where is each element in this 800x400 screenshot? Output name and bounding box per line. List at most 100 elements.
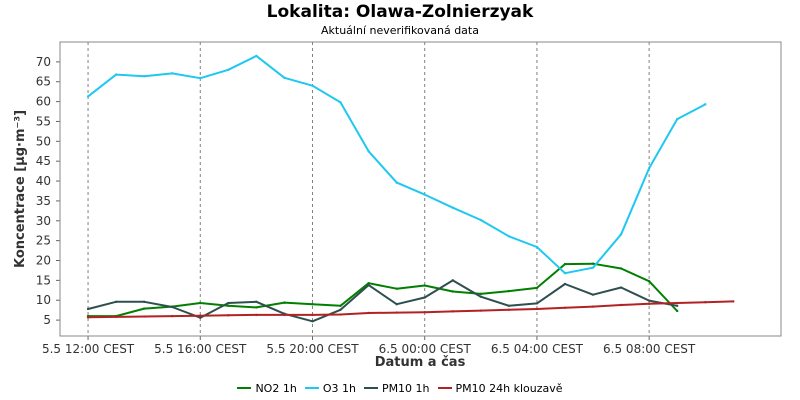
- plot-frame: [59, 41, 782, 337]
- data-point: [255, 306, 258, 309]
- series-group: [86, 279, 679, 323]
- data-point: [535, 307, 539, 311]
- legend-item: NO2 1h: [237, 382, 297, 395]
- data-point: [142, 300, 146, 304]
- data-point: [227, 301, 230, 305]
- data-point: [114, 300, 118, 304]
- legend-swatch: [237, 387, 252, 389]
- data-point: [563, 306, 567, 309]
- data-point: [171, 72, 174, 75]
- data-point: [535, 302, 539, 305]
- data-point: [199, 301, 202, 305]
- x-tick-label: 5.5 20:00 CEST: [266, 342, 359, 356]
- data-point: [647, 279, 651, 283]
- data-point: [86, 307, 90, 311]
- data-point: [535, 245, 539, 249]
- data-point: [423, 296, 426, 299]
- x-tick-label: 5.5 16:00 CEST: [154, 342, 247, 356]
- data-point: [704, 301, 707, 304]
- y-tick-label: 50: [36, 134, 51, 148]
- y-tick-label: 40: [36, 174, 51, 188]
- data-point: [479, 218, 483, 222]
- data-point: [339, 101, 342, 104]
- data-point: [227, 304, 230, 308]
- line-chart: 5 10 15 20 25 30 35 40 45 50 55 60 65 70 5.5 12:00 CE…: [13, 41, 782, 370]
- data-point: [591, 305, 595, 308]
- data-point: [507, 308, 511, 311]
- data-point: [199, 314, 202, 317]
- data-point: [507, 289, 511, 293]
- y-tick-label: 5: [43, 313, 51, 327]
- legend-swatch: [304, 387, 319, 389]
- data-point: [451, 290, 454, 293]
- data-point: [507, 235, 511, 238]
- data-point: [227, 68, 230, 72]
- data-point: [171, 305, 174, 309]
- y-tick-label: 60: [36, 95, 51, 109]
- data-point: [423, 310, 426, 314]
- data-point: [142, 74, 146, 78]
- data-point: [647, 167, 651, 170]
- data-point: [86, 95, 90, 98]
- series-line: [87, 279, 678, 323]
- series-group: [86, 262, 679, 318]
- y-tick-label: 15: [36, 273, 51, 287]
- data-point: [367, 150, 370, 153]
- data-point: [283, 301, 286, 304]
- data-point: [283, 76, 286, 79]
- y-axis-ticks: 5 10 15 20 25 30 35 40 45 50 55 60 65 70: [36, 55, 60, 327]
- legend-item: O3 1h: [304, 382, 356, 395]
- y-tick-label: 25: [36, 234, 51, 248]
- data-point: [479, 292, 483, 296]
- legend-label: NO2 1h: [255, 382, 297, 395]
- series-group: [86, 54, 707, 275]
- data-point: [114, 315, 118, 319]
- grid: [87, 42, 650, 336]
- data-point: [395, 311, 398, 314]
- data-point: [675, 301, 679, 305]
- data-point: [395, 181, 398, 184]
- data-point: [255, 54, 258, 58]
- data-point: [255, 300, 258, 304]
- series-line: [87, 54, 706, 275]
- series-line: [88, 300, 734, 319]
- data-point: [339, 308, 342, 311]
- y-tick-label: 35: [36, 194, 51, 208]
- data-point: [563, 272, 567, 275]
- x-axis-label: Datum a čas: [375, 355, 466, 370]
- legend: NO2 1h O3 1h PM10 1h PM10 24h klouzavě: [0, 382, 800, 395]
- series-group: [86, 300, 735, 319]
- data-point: [423, 284, 426, 287]
- legend-swatch: [437, 387, 452, 389]
- data-point: [86, 316, 90, 319]
- data-point: [367, 311, 370, 315]
- data-point: [451, 279, 454, 282]
- chart-subtitle: Aktuální neverifikovaná data: [321, 24, 479, 37]
- data-point: [311, 303, 314, 306]
- data-point: [311, 320, 314, 323]
- data-point: [451, 310, 454, 313]
- data-point: [619, 303, 623, 307]
- y-tick-label: 45: [36, 154, 51, 168]
- data-point: [142, 307, 146, 310]
- data-point: [199, 316, 202, 319]
- data-point: [675, 309, 679, 313]
- data-point: [619, 286, 623, 289]
- data-point: [619, 267, 623, 270]
- data-point: [704, 103, 707, 106]
- data-point: [647, 302, 651, 306]
- data-point: [311, 84, 314, 87]
- data-point: [142, 315, 146, 318]
- data-point: [199, 76, 202, 80]
- data-point: [675, 117, 679, 121]
- data-point: [367, 281, 370, 285]
- data-point: [339, 313, 342, 316]
- data-point: [367, 283, 370, 287]
- data-point: [283, 313, 286, 317]
- legend-label: PM10 1h: [381, 382, 430, 395]
- x-axis-ticks: 5.5 12:00 CEST 5.5 16:00 CEST 5.5 20:00 CE…: [42, 336, 696, 356]
- data-point: [114, 73, 118, 76]
- chart-title: Lokalita: Olawa-Zolnierzyak: [266, 2, 534, 22]
- y-tick-label: 55: [36, 114, 51, 128]
- legend-swatch: [363, 387, 378, 389]
